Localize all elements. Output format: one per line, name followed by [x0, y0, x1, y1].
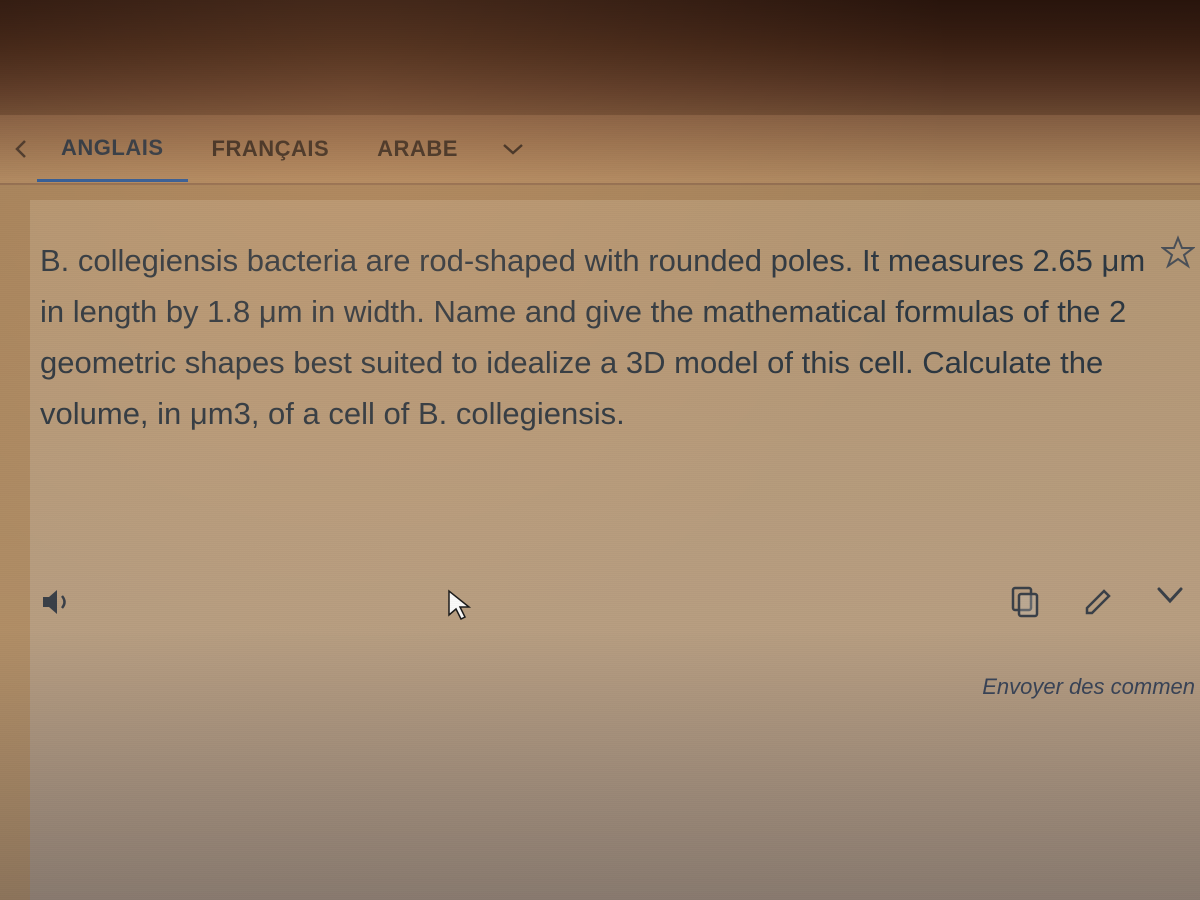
- chevron-down-icon[interactable]: [482, 141, 544, 157]
- tab-francais[interactable]: FRANÇAIS: [188, 118, 354, 180]
- feedback-link[interactable]: Envoyer des commen: [982, 674, 1195, 700]
- pen-icon[interactable]: [1081, 585, 1115, 619]
- arrow-left-icon[interactable]: [5, 139, 37, 159]
- translation-text: B. collegiensis bacteria are rod-shaped …: [40, 235, 1150, 440]
- speaker-icon[interactable]: [40, 586, 76, 618]
- copy-icon[interactable]: [1009, 584, 1041, 620]
- action-toolbar: [30, 584, 1195, 620]
- star-icon[interactable]: [1161, 235, 1195, 269]
- tab-anglais[interactable]: ANGLAIS: [37, 117, 188, 182]
- language-tabs-bar: ANGLAIS FRANÇAIS ARABE: [0, 115, 1200, 185]
- tab-arabe[interactable]: ARABE: [353, 118, 482, 180]
- share-icon[interactable]: [1155, 585, 1185, 619]
- content-area: B. collegiensis bacteria are rod-shaped …: [30, 200, 1200, 900]
